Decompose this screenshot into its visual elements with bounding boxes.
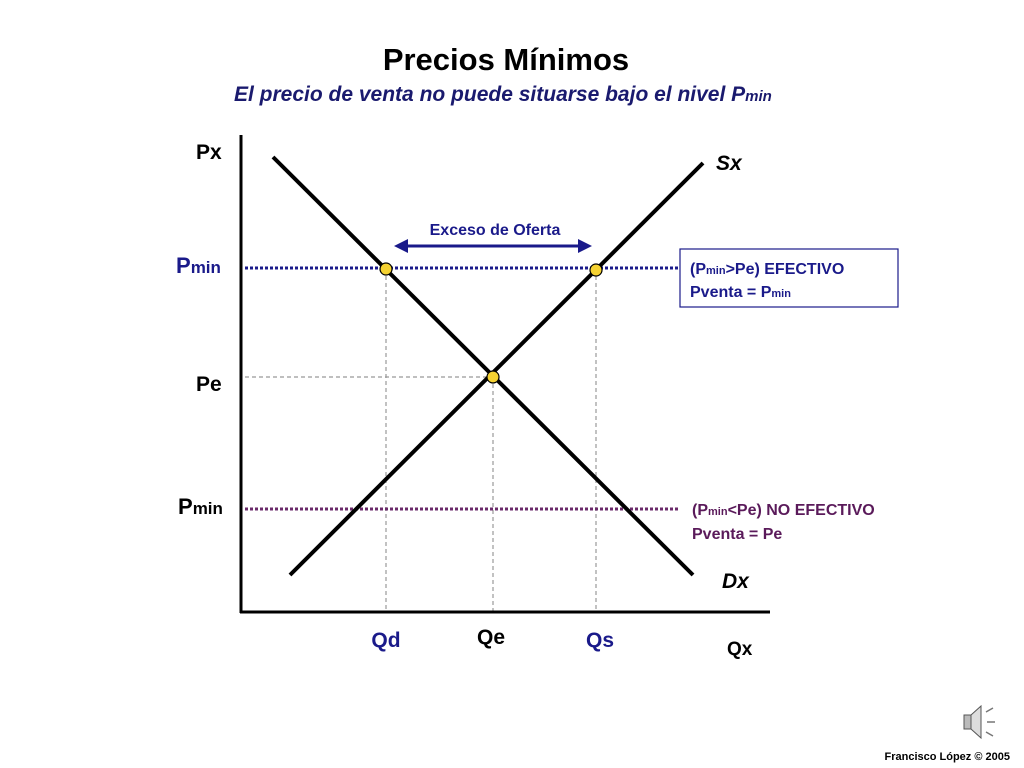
point [379,262,393,276]
price-label: Pmin [178,494,223,519]
quantity-label: Qe [477,626,505,649]
arrow-head [394,239,408,253]
quantity-label: Qd [371,629,400,652]
note-text: (P [692,502,708,519]
note-line: (Pmin>Pe) EFECTIVO [690,261,844,278]
price-sub: min [193,499,223,518]
note-line: Pventa = Pe [692,526,782,543]
x-axis-label: Qx [727,639,753,660]
speaker-icon[interactable] [963,704,995,740]
subtitle: El precio de venta no puede situarse baj… [234,83,772,106]
point [486,370,500,384]
note-line: Pventa = Pmin [690,284,791,301]
supply-curve [288,161,705,577]
subtitle-text: El precio de venta no puede situarse baj… [234,83,746,106]
price-text: P [178,494,193,519]
price-text: P [176,253,191,278]
surplus-label: Exceso de Oferta [430,222,561,239]
note-text: Pventa = P [690,284,772,301]
demand-label: Dx [722,570,750,593]
demand-curve [271,155,695,577]
arrow-head [578,239,592,253]
y-axis-label: Px [196,141,222,164]
footer: Francisco López © 2005 [885,751,1011,763]
supply-label: Sx [716,152,743,175]
note-text: (P [690,261,706,278]
note-sub: min [771,288,791,300]
note-sub: min [708,506,728,518]
note-text: <Pe) NO EFECTIVO [728,502,875,519]
quantity-label: Qs [586,629,614,652]
point [589,263,603,277]
price-sub: min [191,258,221,277]
note-line: (Pmin<Pe) NO EFECTIVO [692,502,875,519]
price-label: Pmin [176,253,221,278]
note-sub: min [706,265,726,277]
subtitle-sub: min [745,88,772,105]
price-label: Pe [196,373,222,396]
note-box [679,248,899,308]
title: Precios Mínimos [383,42,629,77]
note-text: >Pe) EFECTIVO [726,261,845,278]
